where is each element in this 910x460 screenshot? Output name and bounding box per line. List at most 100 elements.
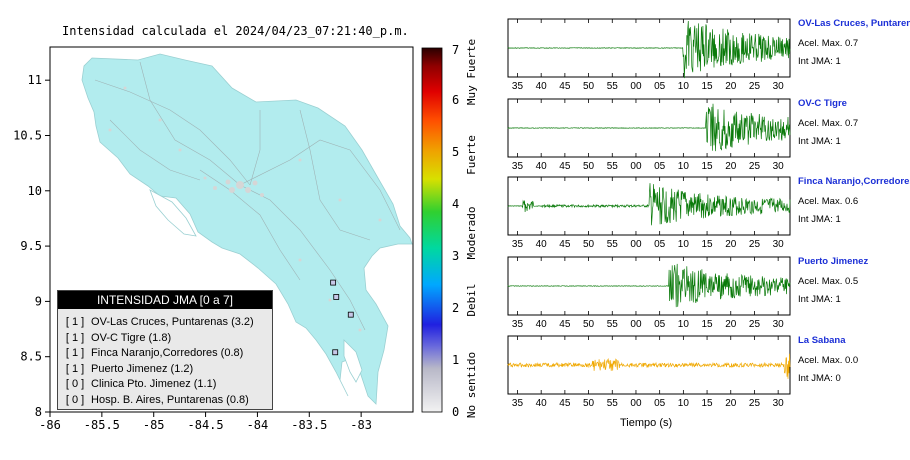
waveform-tick-label: 05 (654, 81, 666, 92)
waveform-tick-label: 50 (583, 161, 595, 172)
station-name: Puerto Jimenez (798, 256, 869, 267)
waveform-tick-label: 00 (630, 81, 642, 92)
station-accel: Acel. Max. 0.7 (798, 118, 859, 129)
colorbar-tick-label: 0 (452, 405, 459, 419)
legend-row-intensity: [ 0 ] (65, 393, 85, 406)
waveform-trace (507, 183, 791, 226)
waveform-tick-label: 05 (654, 161, 666, 172)
colorbar-ticks: 0 1 2 3 4 5 6 7 No sentido Debil Moderado Fuerte Muy… (452, 39, 478, 419)
legend-title: INTENSIDAD JMA [0 a 7] (58, 291, 272, 309)
x-tick-label: -83 (350, 418, 372, 432)
waveform-trace (507, 263, 791, 308)
waveform-x-label: Tiempo (s) (620, 417, 673, 429)
station-info: Finca Naranjo,Corredores Acel. Max. 0.6 In… (798, 176, 910, 225)
legend-row-intensity: [ 0 ] (65, 378, 85, 390)
legend-row: [ 1 ] OV-C Tigre (1.8) (62, 331, 272, 347)
waveform-tick-label: 00 (630, 319, 642, 330)
legend-row-station: Finca Naranjo,Corredores (0.8) (88, 347, 244, 359)
colorbar-tick-label: 1 (452, 353, 459, 367)
y-tick-label: 11 (28, 73, 42, 87)
map-roads (94, 61, 401, 331)
waveform-tick-label: 45 (559, 81, 571, 92)
waveform-tick-label: 55 (607, 398, 619, 409)
station-markers (330, 279, 354, 356)
colorbar-tick-label: 6 (452, 93, 459, 107)
legend-row-station: OV-Las Cruces, Puntarenas (3.2) (88, 316, 254, 328)
station-marker (347, 311, 354, 318)
waveform-tick-label: 40 (536, 319, 548, 330)
station-jma: Int JMA: 1 (798, 294, 841, 305)
station-accel: Acel. Max. 0.6 (798, 196, 859, 207)
page-title: Intensidad calculada el 2024/04/23_07:21… (62, 24, 409, 38)
y-tick-label: 8.5 (20, 350, 42, 364)
station-accel: Acel. Max. 0.7 (798, 38, 859, 49)
waveform-tick-label: 50 (583, 398, 595, 409)
intensity-legend: INTENSIDAD JMA [0 a 7] [ 1 ] OV-Las Cruc… (57, 290, 273, 410)
waveform-tick-label: 10 (678, 161, 690, 172)
station-jma: Int JMA: 0 (798, 373, 841, 384)
waveform-tick-label: 00 (630, 239, 642, 250)
waveform-tick-label: 05 (654, 239, 666, 250)
waveform-tick-label: 25 (749, 319, 761, 330)
colorbar-category-label: Muy Fuerte (465, 39, 478, 105)
waveform-tick-label: 50 (583, 239, 595, 250)
waveform-tick-label: 40 (536, 161, 548, 172)
waveform-tick-label: 15 (701, 81, 713, 92)
colorbar-category-label: Debil (465, 283, 478, 316)
waveform-tick-label: 20 (725, 161, 737, 172)
legend-row: [ 1 ] Puerto Jimenez (1.2) (62, 362, 272, 378)
waveform-tick-label: 20 (725, 319, 737, 330)
golfo-dulce (343, 339, 363, 383)
waveform-tick-label: 55 (607, 161, 619, 172)
waveform-panel: 35 40 45 50 55 00 05 10 15 20 25 30 (507, 18, 791, 92)
y-tick-label: 10 (28, 184, 42, 198)
waveform-tick-label: 05 (654, 319, 666, 330)
station-name: La Sabana (798, 335, 846, 346)
city-dots (108, 86, 382, 332)
station-jma: Int JMA: 1 (798, 56, 841, 67)
intensity-colorbar: 0 1 2 3 4 5 6 7 No sentido Debil Moderado Fuerte Muy… (421, 39, 478, 419)
waveform-tick-label: 35 (512, 81, 524, 92)
waveform-tick-label: 40 (536, 398, 548, 409)
waveform-tick-label: 45 (559, 239, 571, 250)
waveform-tick-label: 45 (559, 161, 571, 172)
waveform-panel: 35 40 45 50 55 00 05 10 15 20 25 30 (507, 98, 791, 172)
waveform-panel: 35 40 45 50 55 00 05 10 15 20 25 30 (507, 256, 791, 330)
colorbar-gradient (421, 47, 443, 413)
map-land (81, 53, 413, 405)
legend-row: [ 0 ] Hosp. B. Aires, Puntarenas (0.8) (62, 393, 272, 409)
waveform-tick-label: 15 (701, 398, 713, 409)
colorbar-tick-label: 5 (452, 145, 459, 159)
waveform-tick-label: 40 (536, 81, 548, 92)
x-tick-label: -85.5 (84, 418, 120, 432)
station-marker (332, 349, 339, 356)
legend-row-intensity: [ 1 ] (65, 362, 85, 375)
waveform-tick-label: 25 (749, 161, 761, 172)
waveform-tick-label: 35 (512, 319, 524, 330)
station-jma: Int JMA: 1 (798, 136, 841, 147)
nicoya-gulf (149, 189, 197, 237)
waveform-tick-label: 50 (583, 81, 595, 92)
station-info: La Sabana Acel. Max. 0.0 Int JMA: 0 (798, 335, 910, 384)
legend-row: [ 0 ] Clinica Pto. Jimenez (1.1) (62, 377, 272, 393)
waveform-trace (507, 103, 791, 152)
y-tick-label: 9 (35, 294, 42, 308)
waveform-tick-label: 15 (701, 161, 713, 172)
station-info: OV-C Tigre Acel. Max. 0.7 Int JMA: 1 (798, 98, 910, 147)
waveform-panel: 35 40 45 50 55 00 05 10 15 20 25 30 (507, 176, 791, 250)
waveform-tick-label: 40 (536, 239, 548, 250)
station-name: OV-Las Cruces, Puntarenas (798, 18, 910, 29)
legend-row-intensity: [ 1 ] (65, 331, 85, 344)
legend-row-station: Clinica Pto. Jimenez (1.1) (88, 378, 217, 390)
waveform-tick-label: 55 (607, 239, 619, 250)
waveform-tick-label: 30 (773, 319, 785, 330)
waveform-tick-label: 45 (559, 319, 571, 330)
waveform-tick-label: 05 (654, 398, 666, 409)
waveform-tick-label: 15 (701, 239, 713, 250)
legend-row-station: Puerto Jimenez (1.2) (88, 362, 194, 375)
waveform-trace (507, 20, 791, 79)
x-tick-label: -86 (39, 418, 61, 432)
waveform-tick-label: 30 (773, 81, 785, 92)
waveform-tick-label: 10 (678, 239, 690, 250)
waveform-tick-label: 55 (607, 81, 619, 92)
